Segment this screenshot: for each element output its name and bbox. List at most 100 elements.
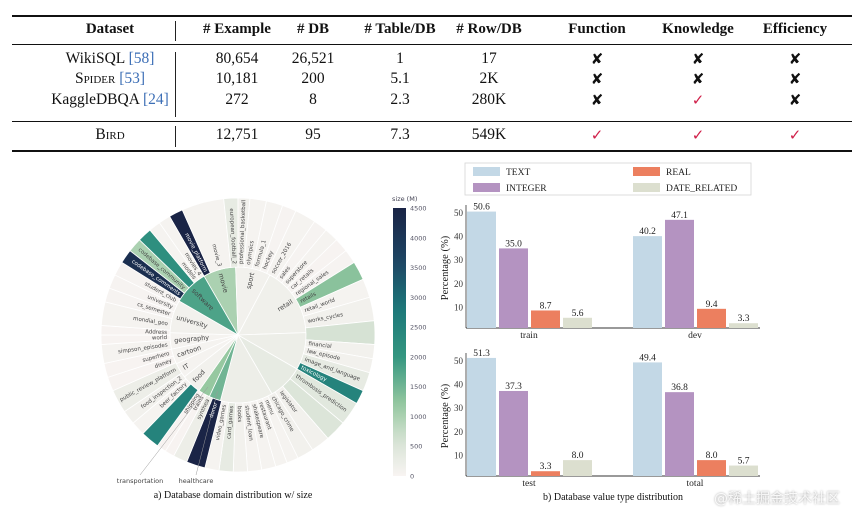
colorbar-gradient — [393, 208, 406, 476]
bar-value-label: 47.1 — [671, 211, 688, 221]
cell-efficiency: ✘ — [788, 70, 802, 88]
column-divider — [175, 21, 176, 41]
bar-value-label: 36.8 — [671, 383, 688, 393]
bar-integer — [665, 219, 694, 328]
dataset-label: WikiSQL — [65, 50, 125, 67]
bar-real — [697, 308, 726, 328]
caption-value-type-distribution: b) Database value type distribution — [543, 492, 683, 503]
cell-efficiency: ✓ — [788, 126, 802, 144]
cell-function: ✘ — [590, 50, 604, 68]
sunburst-label: Address — [145, 329, 167, 336]
bar-value-label: 51.3 — [473, 349, 490, 359]
citation-link[interactable]: [58] — [128, 50, 155, 67]
y-axis-label: Percentage (%) — [440, 383, 451, 448]
cell-efficiency: ✘ — [788, 91, 802, 109]
header-knowledge: Knowledge — [662, 21, 734, 37]
bar-value-label: 5.6 — [572, 309, 584, 319]
cell-row-db: 280K — [471, 91, 507, 108]
colorbar: size (M) 0 500 1000 1500 2000 2500 3000 3500 4000… — [392, 195, 427, 481]
bar-panel: 10 20 30 40 50 Percentage (%) 51.3 37.3 3.3 8.0 te… — [440, 349, 760, 489]
dataset-label: Spider — [74, 70, 116, 87]
sunburst-label: professional_basketball — [239, 199, 248, 264]
sunburst-label: sport — [245, 271, 257, 290]
cell-function: ✘ — [590, 70, 604, 88]
bar-text — [467, 211, 496, 328]
legend-swatch — [473, 167, 500, 176]
y-tick-label: 30 — [454, 403, 464, 413]
colorbar-tick: 2500 — [410, 324, 427, 332]
sunburst-label: card_games — [226, 405, 235, 439]
sunburst-label: healthcare — [179, 477, 214, 485]
legend-swatch — [473, 183, 500, 192]
sunburst-label: mondial_geo — [133, 316, 169, 328]
bottom-rule — [12, 150, 852, 152]
column-divider — [175, 52, 176, 117]
legend-swatch — [633, 167, 660, 176]
bar-integer — [499, 390, 528, 476]
colorbar-tick: 2000 — [410, 353, 427, 361]
colorbar-tick: 4500 — [410, 205, 427, 213]
legend-label: REAL — [666, 168, 691, 178]
category-label: dev — [688, 331, 702, 341]
sunburst-label: movie_3 — [210, 243, 222, 267]
legend-label: DATE_RELATED — [666, 184, 737, 194]
bar-value-label: 5.7 — [738, 457, 750, 467]
header-dataset: Dataset — [85, 21, 135, 37]
caption-domain-distribution: a) Database domain distribution w/ size — [153, 490, 313, 501]
y-tick-label: 40 — [454, 380, 464, 390]
cell-function: ✘ — [590, 91, 604, 109]
legend-label: TEXT — [506, 168, 530, 178]
header-example: # Example — [203, 21, 271, 37]
bar-value-label: 35.0 — [505, 239, 522, 249]
bar-panel: 10 20 30 40 50 Percentage (%) 50.6 35.0 8.7 5.6 tr… — [440, 203, 760, 341]
callout-line — [139, 386, 209, 476]
sunburst-label: european_football_2 — [228, 208, 237, 264]
sunburst-label: IT — [181, 362, 190, 372]
cell-knowledge: ✘ — [691, 70, 705, 88]
bar-real — [531, 471, 560, 476]
bar-value-label: 8.0 — [572, 451, 584, 461]
column-divider — [175, 126, 176, 147]
cell-knowledge: ✓ — [691, 126, 705, 144]
sunburst-segment[interactable] — [158, 215, 205, 280]
cell-knowledge: ✓ — [691, 91, 705, 109]
header-function: Function — [568, 21, 626, 37]
dataset-label: KaggleDBQA — [51, 91, 140, 108]
header-efficiency: Efficiency — [762, 21, 828, 37]
legend-swatch — [633, 183, 660, 192]
cell-row-db: 2K — [479, 70, 499, 87]
cell-db: 26,521 — [291, 50, 335, 67]
cell-example: 272 — [225, 91, 249, 108]
sunburst-label: olympics — [246, 240, 256, 265]
cell-example: 10,181 — [215, 70, 259, 87]
cell-function: ✓ — [590, 126, 604, 144]
citation-link[interactable]: [24] — [142, 91, 169, 108]
y-axis-label: Percentage (%) — [440, 235, 451, 300]
top-rule — [12, 15, 852, 17]
bar-value-label: 49.4 — [639, 353, 656, 363]
cell-row-db: 17 — [481, 50, 497, 67]
sunburst-label: world — [152, 335, 167, 342]
bar-text — [633, 362, 662, 476]
category-label: train — [520, 331, 538, 341]
cell-example: 12,751 — [215, 126, 259, 143]
bar-value-label: 37.3 — [505, 382, 522, 392]
cell-efficiency: ✘ — [788, 50, 802, 68]
callout-line — [195, 391, 218, 476]
citation-link[interactable]: [53] — [119, 70, 146, 87]
colorbar-tick: 3500 — [410, 264, 427, 272]
header-row-db: # Row/DB — [456, 21, 522, 37]
bar-integer — [665, 392, 694, 476]
bar-real — [697, 460, 726, 476]
cell-table-db: 5.1 — [390, 70, 410, 87]
sunburst-chart — [100, 197, 376, 473]
colorbar-tick: 1500 — [410, 383, 427, 391]
category-label: test — [522, 479, 536, 489]
dataset-name: Bird — [95, 126, 124, 144]
bar-value-label: 3.3 — [738, 314, 750, 324]
category-label: total — [687, 479, 704, 489]
bar-value-label: 8.7 — [540, 301, 552, 311]
legend: TEXT REAL INTEGER DATE_RELATED — [464, 162, 752, 196]
colorbar-tick: 0 — [410, 473, 414, 481]
sunburst-label: financial — [308, 341, 332, 350]
